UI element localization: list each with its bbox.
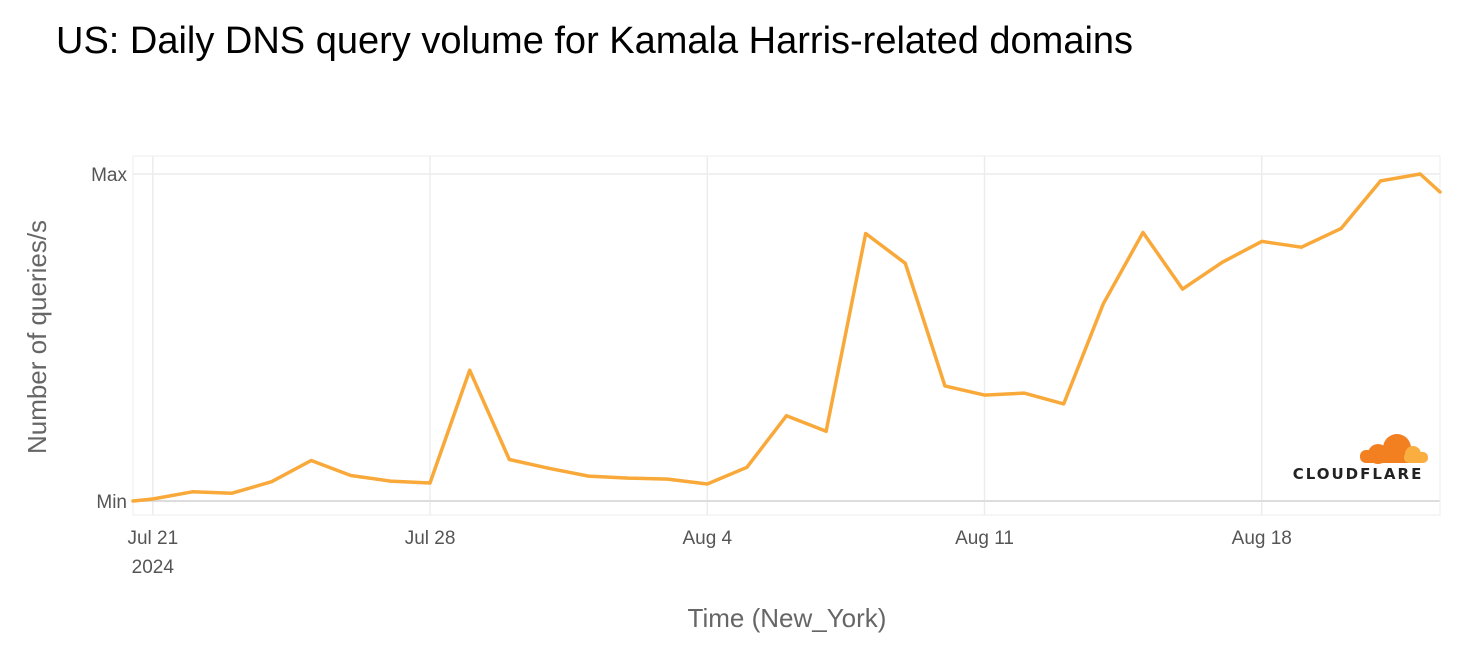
x-tick-label: Jul 21 (127, 528, 178, 549)
data-point (388, 479, 392, 483)
data-point (1260, 239, 1264, 243)
data-point (587, 474, 590, 478)
x-tick-sublabel: 2024 (132, 557, 175, 578)
data-point (1141, 231, 1145, 234)
data-point (785, 414, 788, 418)
data-point (1438, 190, 1442, 194)
x-tick-label: Jul 28 (405, 528, 456, 549)
data-point (1101, 302, 1105, 306)
data-point (824, 429, 828, 433)
data-point (1022, 391, 1026, 395)
x-axis-title: Time (New_York) (688, 603, 887, 633)
x-tick-label: Aug 18 (1232, 528, 1292, 549)
grid (133, 156, 1440, 515)
y-tick-label: Min (96, 492, 127, 513)
data-point (1181, 287, 1185, 291)
data-point (626, 476, 630, 480)
data-point (270, 480, 274, 484)
data-point (230, 491, 234, 495)
series-layer (131, 172, 1442, 503)
x-tick-label: Aug 11 (955, 528, 1014, 549)
y-tick-label: Max (91, 165, 127, 186)
data-point (1379, 179, 1383, 183)
data-point (547, 466, 551, 470)
data-point (468, 368, 472, 372)
data-point (943, 384, 947, 388)
cloud-icon (1360, 434, 1428, 464)
data-point (745, 465, 749, 469)
data-point (983, 393, 986, 397)
series-line (131, 172, 1442, 503)
cloudflare-logo: CLOUDFLARE (1293, 434, 1428, 483)
data-point (507, 458, 511, 461)
data-point (1062, 402, 1066, 406)
data-point (1299, 245, 1303, 249)
data-point (1339, 227, 1343, 231)
data-point (151, 497, 155, 501)
data-point (131, 499, 135, 503)
logo-wordmark: CLOUDFLARE (1293, 465, 1424, 483)
plot-frame (132, 155, 1441, 516)
data-point (190, 490, 194, 494)
data-point (349, 474, 353, 477)
data-point (864, 232, 868, 235)
tick-labels: Jul 21 2024 Jul 28 Aug 4 Aug 11 Aug 18 Min Max (91, 165, 1292, 578)
data-point (903, 261, 907, 265)
data-point (1418, 172, 1422, 176)
data-point (666, 477, 670, 481)
data-point (428, 481, 432, 485)
x-tick-label: Aug 4 (682, 528, 732, 549)
y-axis-title: Number of queries/s (22, 220, 52, 454)
data-point (705, 482, 709, 486)
chart-title: US: Daily DNS query volume for Kamala Ha… (56, 20, 1134, 62)
data-point (309, 459, 313, 462)
data-point (1220, 260, 1224, 264)
axes (132, 155, 1441, 516)
